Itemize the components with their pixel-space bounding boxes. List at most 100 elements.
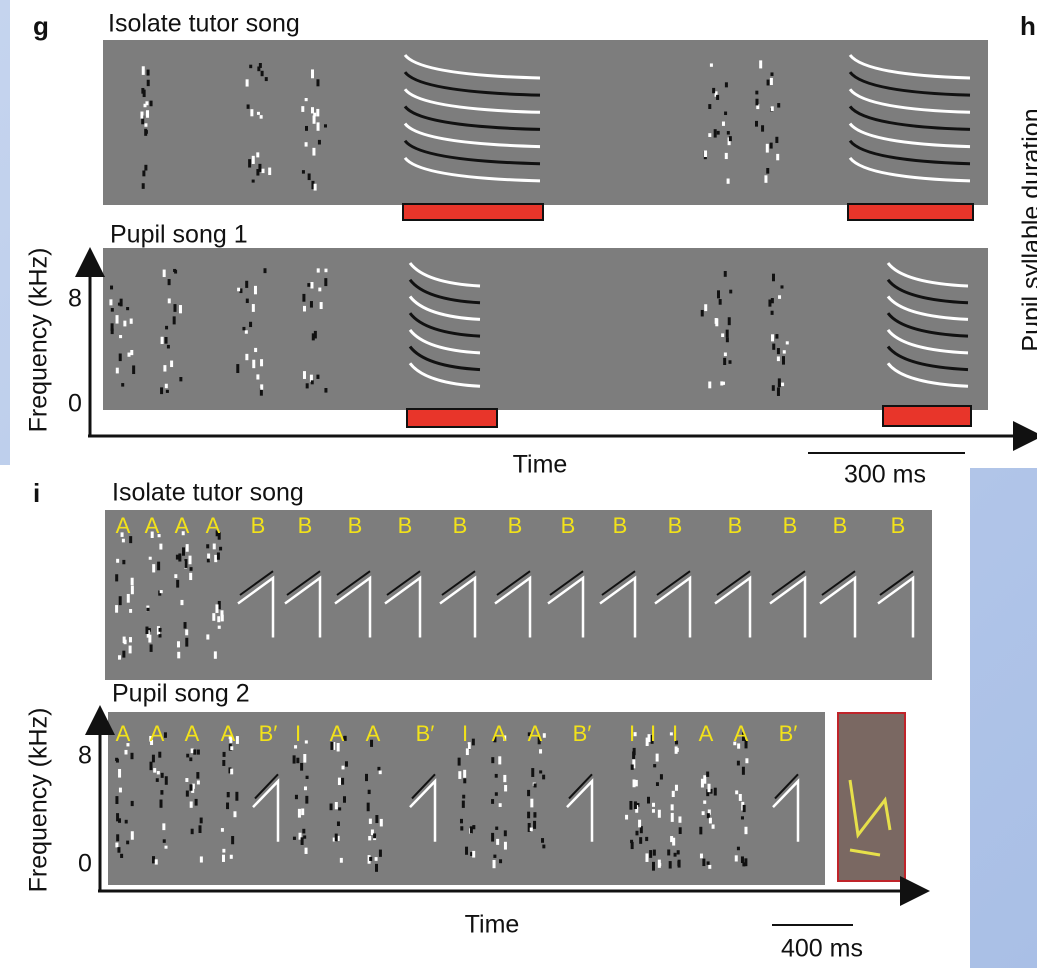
noise bbox=[462, 794, 466, 799]
noise bbox=[226, 792, 230, 798]
noise bbox=[246, 104, 250, 109]
noise bbox=[185, 544, 189, 552]
harmonic bbox=[408, 312, 481, 338]
noise bbox=[755, 120, 759, 127]
noise bbox=[220, 614, 224, 622]
harmonic bbox=[403, 139, 541, 166]
noise bbox=[141, 183, 145, 189]
noise bbox=[716, 94, 720, 100]
noise bbox=[162, 269, 166, 278]
noise bbox=[215, 604, 219, 613]
noise bbox=[316, 79, 320, 87]
noise bbox=[537, 736, 541, 745]
noise bbox=[776, 387, 780, 396]
noise bbox=[646, 796, 650, 804]
noise bbox=[303, 754, 307, 763]
sweep-shadow bbox=[254, 773, 279, 800]
noise bbox=[119, 335, 123, 339]
sweep-shadow bbox=[411, 773, 436, 800]
noise bbox=[311, 333, 315, 341]
noise bbox=[659, 774, 663, 780]
harmonic bbox=[408, 328, 481, 355]
noise bbox=[670, 836, 674, 843]
noise bbox=[164, 776, 168, 785]
noise bbox=[115, 574, 119, 582]
syllable-label: A bbox=[528, 721, 543, 746]
noise bbox=[740, 856, 744, 864]
noise bbox=[313, 183, 317, 191]
noise bbox=[775, 136, 779, 144]
noise bbox=[741, 732, 745, 741]
noise bbox=[727, 317, 731, 326]
noise bbox=[756, 103, 760, 110]
sweep-shadow bbox=[549, 570, 584, 596]
noise bbox=[206, 544, 210, 549]
harmonic bbox=[403, 71, 541, 97]
noise bbox=[668, 861, 672, 869]
noise bbox=[460, 826, 464, 831]
noise bbox=[163, 365, 167, 372]
noise bbox=[170, 360, 174, 368]
sweep-shadow bbox=[386, 570, 421, 596]
noise bbox=[254, 347, 258, 353]
noise bbox=[472, 850, 476, 858]
noise bbox=[720, 381, 724, 386]
noise bbox=[336, 743, 340, 752]
noise bbox=[470, 852, 474, 856]
noise bbox=[649, 850, 653, 858]
noise bbox=[239, 288, 243, 294]
noise bbox=[110, 328, 114, 335]
noise bbox=[533, 783, 537, 788]
noise bbox=[309, 301, 313, 308]
harmonic bbox=[886, 328, 969, 355]
noise bbox=[118, 787, 122, 793]
noise bbox=[118, 768, 122, 778]
noise bbox=[736, 760, 740, 766]
noise bbox=[527, 811, 531, 819]
noise bbox=[366, 802, 370, 812]
noise bbox=[167, 279, 171, 286]
noise bbox=[780, 285, 784, 289]
noise bbox=[156, 771, 160, 775]
noise bbox=[313, 330, 317, 339]
noise bbox=[258, 63, 262, 68]
noise bbox=[126, 840, 130, 845]
noise bbox=[160, 790, 164, 795]
sweep-shadow bbox=[656, 570, 691, 596]
noise bbox=[213, 651, 217, 659]
noise bbox=[755, 98, 759, 106]
noise bbox=[736, 846, 740, 851]
noise bbox=[159, 543, 163, 550]
harmonic bbox=[403, 88, 541, 114]
noise bbox=[341, 765, 345, 770]
noise bbox=[334, 802, 338, 810]
noise bbox=[191, 783, 195, 789]
y-axis-label: Frequency (kHz) bbox=[25, 708, 53, 893]
noise bbox=[471, 738, 475, 746]
noise bbox=[189, 567, 193, 571]
noise bbox=[675, 740, 679, 745]
noise bbox=[151, 754, 155, 763]
noise bbox=[167, 298, 171, 304]
noise bbox=[495, 826, 499, 830]
noise bbox=[676, 850, 680, 855]
noise bbox=[766, 167, 770, 174]
noise bbox=[630, 764, 634, 770]
noise bbox=[503, 735, 507, 741]
noise bbox=[252, 359, 256, 369]
noise bbox=[301, 808, 305, 816]
noise bbox=[469, 826, 473, 834]
noise bbox=[183, 622, 187, 629]
noise bbox=[190, 748, 194, 754]
scale-bar-label: 400 ms bbox=[781, 935, 863, 963]
noise bbox=[176, 641, 180, 648]
noise bbox=[467, 742, 471, 750]
sweep bbox=[714, 575, 752, 638]
noise bbox=[539, 770, 543, 774]
noise bbox=[334, 833, 338, 842]
noise bbox=[776, 153, 780, 161]
noise bbox=[671, 790, 675, 798]
sweep bbox=[252, 778, 280, 842]
noise bbox=[329, 803, 333, 811]
